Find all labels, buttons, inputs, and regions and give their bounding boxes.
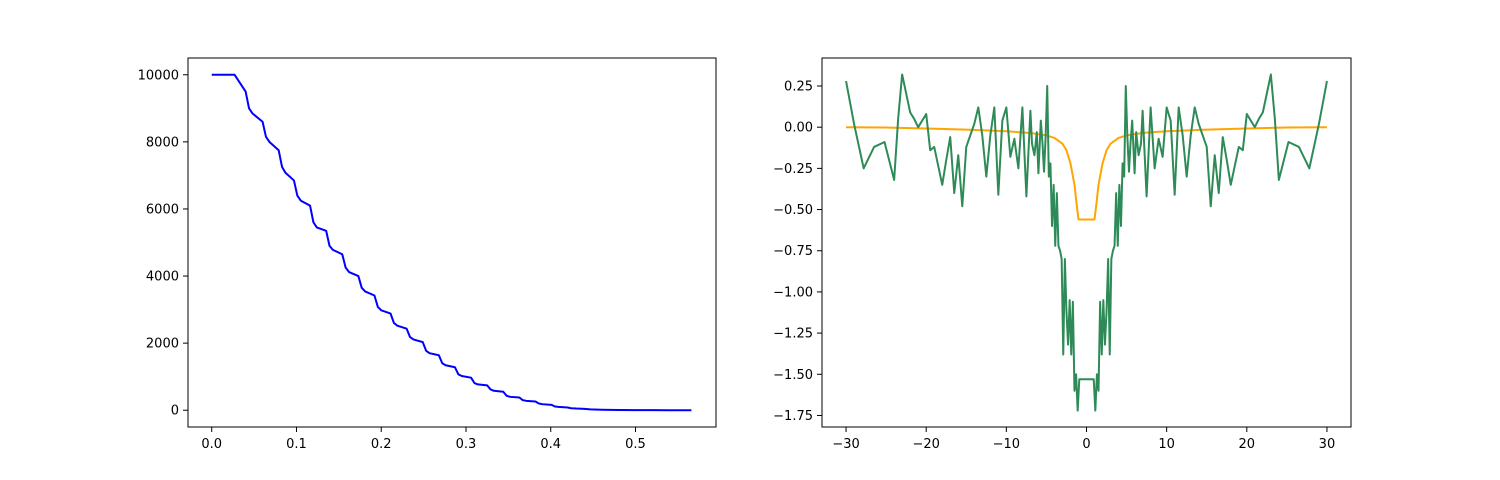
y-tick-label: 4000 xyxy=(146,270,179,285)
axes-frame xyxy=(187,57,717,428)
y-tick-label: −1.50 xyxy=(773,368,813,383)
left-line-chart: 0.0 0.1 0.2 0.3 0.4 0.5 0 2000 4000 6000 8000 10000 xyxy=(138,57,717,452)
x-tick-label: 30 xyxy=(1319,437,1336,452)
x-tick-label: 0.2 xyxy=(371,437,392,452)
x-tick-label: 0.1 xyxy=(286,437,307,452)
x-tick-label: 10 xyxy=(1158,437,1175,452)
x-tick-label: 0.4 xyxy=(540,437,561,452)
y-tick-label: −0.25 xyxy=(773,162,813,177)
x-tick-label: 0.5 xyxy=(625,437,646,452)
y-tick-label: −0.50 xyxy=(773,203,813,218)
y-tick-label: 2000 xyxy=(146,337,179,352)
x-tick-label: 0.3 xyxy=(456,437,477,452)
y-tick-label: 0.00 xyxy=(784,121,813,136)
x-tick-label: 20 xyxy=(1239,437,1256,452)
x-tick-label: −10 xyxy=(993,437,1020,452)
x-tick-label: 0.0 xyxy=(201,437,222,452)
x-tick-label: −20 xyxy=(912,437,939,452)
series-line-0 xyxy=(211,73,692,412)
series-line-0 xyxy=(846,126,1327,221)
y-tick-label: 10000 xyxy=(138,68,179,83)
y-tick-label: 8000 xyxy=(146,135,179,150)
y-tick-label: −1.00 xyxy=(773,285,813,300)
series-line-1 xyxy=(845,73,1328,412)
y-tick-label: −1.75 xyxy=(773,409,813,424)
right-line-chart: −30 −20 −10 0 10 20 30 0.25 0.00 −0.25 −0.50 −0.75 −… xyxy=(773,57,1352,452)
x-tick-label: −30 xyxy=(832,437,859,452)
y-tick-label: 0 xyxy=(171,404,179,419)
y-tick-label: −0.75 xyxy=(773,244,813,259)
y-tick-label: 0.25 xyxy=(784,80,813,95)
axes-frame xyxy=(821,57,1352,428)
y-tick-label: −1.25 xyxy=(773,327,813,342)
y-tick-label: 6000 xyxy=(146,202,179,217)
x-tick-label: 0 xyxy=(1082,437,1090,452)
